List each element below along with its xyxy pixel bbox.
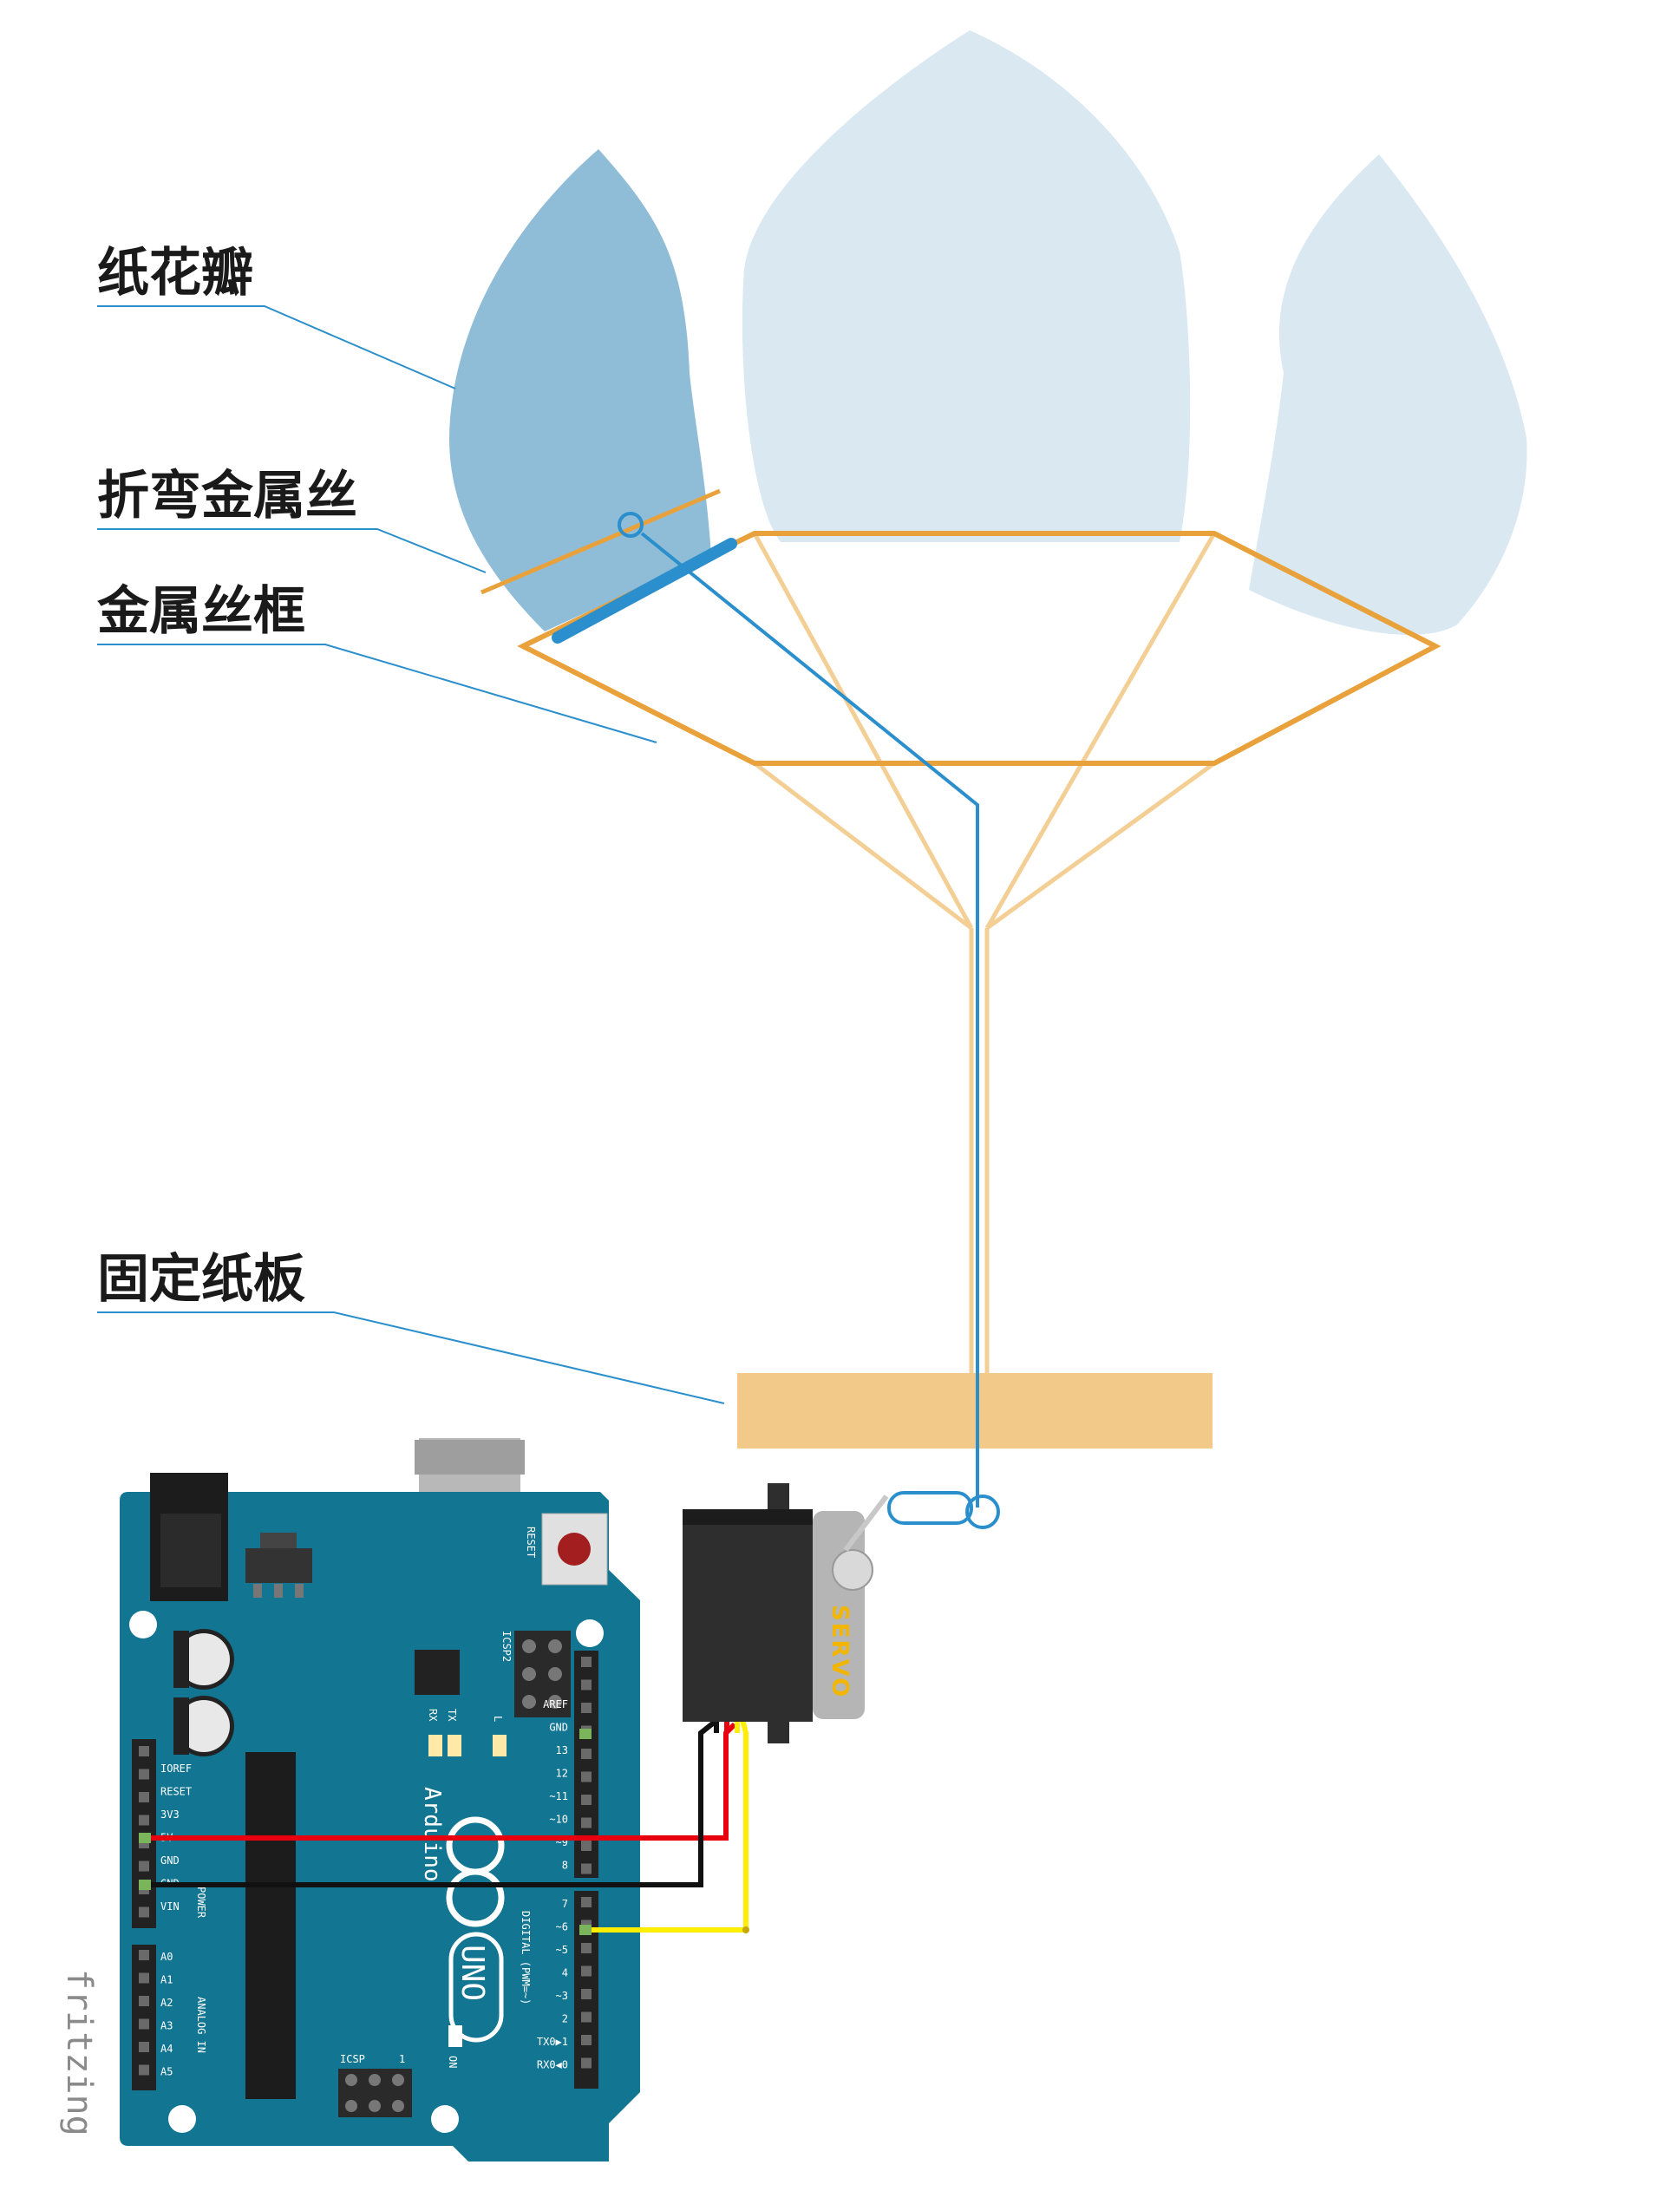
header-pin	[139, 1861, 149, 1872]
paper-petals	[449, 30, 1527, 635]
petal-right	[1249, 154, 1527, 635]
pin-label: ~11	[549, 1790, 568, 1802]
pin-label: 3V3	[160, 1808, 180, 1821]
analog-caption: ANALOG IN	[195, 1997, 207, 2053]
label-wire-frame: 金属丝框	[97, 581, 305, 642]
pin-label: 12	[556, 1768, 568, 1780]
l-label: L	[492, 1716, 504, 1722]
rx-label: RX	[427, 1709, 439, 1722]
header-pin	[139, 1792, 149, 1802]
wire-gnd	[144, 1713, 724, 1887]
label-bent-wire: 折弯金属丝	[97, 466, 357, 526]
reset-label: RESET	[525, 1527, 537, 1558]
servo-label: SERVO	[827, 1605, 853, 1698]
header-pin	[581, 1897, 592, 1907]
petal-rod	[552, 538, 737, 644]
header-pin	[139, 2042, 149, 2052]
icsp-pin1-label: 1	[399, 2053, 405, 2065]
pin-label: 4	[562, 1967, 568, 1979]
pin-label: IOREF	[160, 1763, 192, 1775]
header-pin	[581, 1817, 592, 1828]
pin-label: A2	[160, 1997, 173, 2009]
wire-loop-top	[618, 512, 644, 538]
pin-label: ~3	[556, 1990, 568, 2002]
pin-label: GND	[549, 1722, 568, 1734]
header-pin	[581, 1771, 592, 1782]
pin-label: GND	[160, 1854, 180, 1867]
wire-signal	[586, 1715, 748, 1933]
pin-label: RESET	[160, 1786, 192, 1798]
icsp-label: ICSP	[340, 2053, 365, 2065]
petal-middle	[742, 30, 1191, 542]
header-pin	[581, 1943, 592, 1953]
header-pin	[581, 1657, 592, 1667]
wire-frame	[480, 488, 1441, 1440]
header-pin	[581, 1679, 592, 1691]
header-pin	[139, 1906, 149, 1918]
pull-wire	[552, 512, 1000, 1529]
servo-motor: SERVO	[683, 1483, 973, 1743]
tx-label: TX	[446, 1709, 458, 1722]
header-pin	[581, 2035, 592, 2045]
header-pin	[581, 1749, 592, 1759]
header-pin	[139, 1950, 149, 1960]
header-pin	[139, 1996, 149, 2006]
pin-label: VIN	[160, 1900, 180, 1913]
petal-left	[449, 149, 711, 631]
header-pin	[139, 2018, 149, 2030]
brand-label: Arduino	[419, 1787, 445, 1882]
header-pin	[581, 1863, 592, 1874]
arduino-uno: RESET ICSP2 RX TX L ON Arduino UNO DIGIT…	[120, 1438, 640, 2161]
pin-label: ~6	[556, 1921, 568, 1933]
pin-label: ~10	[549, 1814, 568, 1826]
header-pin	[581, 1795, 592, 1805]
on-label: ON	[447, 2056, 459, 2068]
jumper-wires	[144, 1713, 749, 1933]
wire-loop-bottom	[965, 1494, 1000, 1529]
header-pin	[581, 2057, 592, 2069]
callouts	[97, 305, 725, 1404]
pin-label: A3	[160, 2020, 173, 2032]
label-petal: 纸花瓣	[97, 243, 253, 304]
header-pin	[139, 1746, 149, 1756]
pin-label: A4	[160, 2043, 173, 2055]
header-pin	[581, 2011, 592, 2023]
hexagon-frame	[517, 531, 1441, 766]
header-pin	[581, 1989, 592, 1999]
pin-label: A5	[160, 2066, 173, 2078]
icsp2-label: ICSP2	[500, 1631, 513, 1662]
model-label: UNO	[454, 1945, 490, 2001]
header-pin	[139, 1972, 149, 1984]
atmega-chip	[245, 1752, 296, 2099]
header-pin	[139, 2064, 149, 2076]
header-pin	[581, 1965, 592, 1977]
pin-label: 2	[562, 2013, 568, 2025]
label-base-board: 固定纸板	[97, 1249, 305, 1310]
header-pin	[139, 1769, 149, 1780]
digital-caption: DIGITAL (PWM=~)	[520, 1911, 532, 2005]
pin-label: 8	[562, 1860, 568, 1872]
pin-label: ~5	[556, 1944, 568, 1956]
fritzing-watermark: fritzing	[59, 1969, 99, 2136]
pin-label: AREF	[543, 1698, 568, 1710]
pin-label: TX0▶1	[537, 2036, 568, 2048]
pin-label: 7	[562, 1898, 568, 1910]
base-board	[737, 1373, 1213, 1449]
pin-label: RX0◀0	[537, 2059, 568, 2071]
wire-5v	[144, 1722, 737, 1841]
frame-rods	[752, 532, 1217, 1440]
pin-label: A1	[160, 1974, 173, 1986]
bent-wire	[480, 488, 721, 595]
header-pin	[139, 1815, 149, 1826]
header-pin	[581, 1703, 592, 1713]
power-caption: POWER	[195, 1887, 207, 1919]
pin-label: 13	[556, 1744, 568, 1756]
header-pin	[581, 1841, 592, 1851]
pin-label: A0	[160, 1951, 173, 1963]
